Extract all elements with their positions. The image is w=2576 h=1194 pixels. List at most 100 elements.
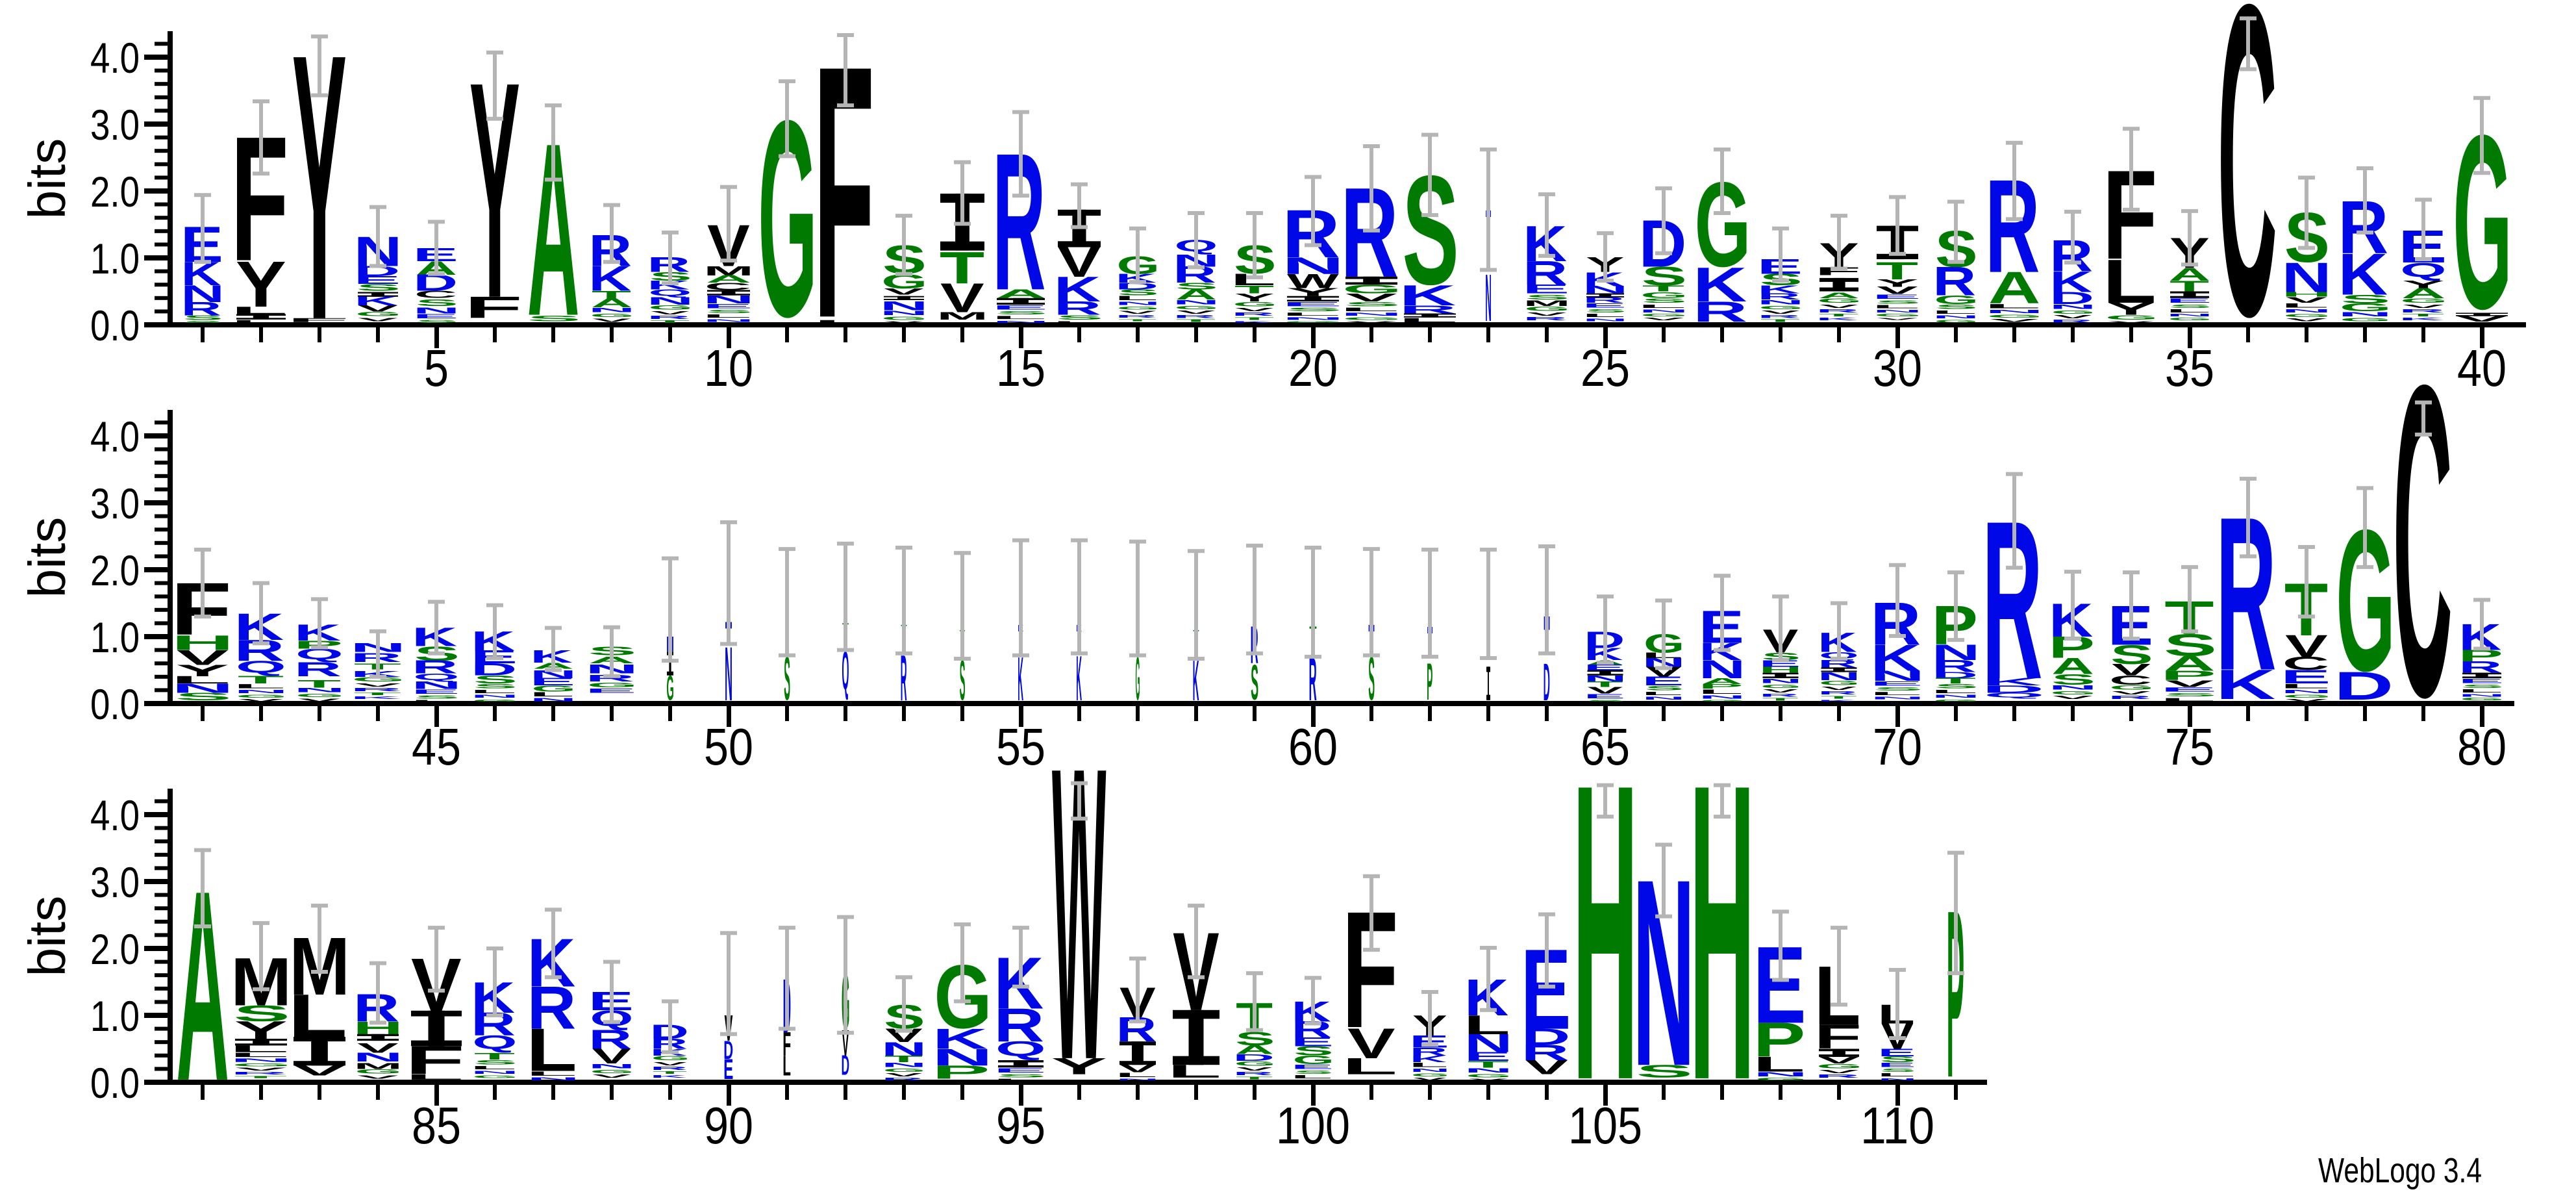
svg-text:S: S	[2110, 640, 2153, 670]
svg-text:WebLogo 3.4: WebLogo 3.4	[2318, 1151, 2482, 1190]
svg-text:E: E	[1872, 294, 1921, 300]
svg-text:K: K	[1410, 1054, 1447, 1064]
svg-text:T: T	[1821, 695, 1857, 700]
svg-text:P: P	[932, 1061, 990, 1083]
svg-text:S: S	[183, 314, 223, 322]
svg-text:S: S	[1642, 298, 1687, 304]
svg-text:N: N	[1584, 674, 1627, 683]
svg-text:A: A	[2169, 264, 2210, 285]
svg-text:V: V	[1819, 303, 1858, 309]
svg-text:N: N	[880, 299, 929, 312]
svg-text:N: N	[1932, 694, 1981, 699]
svg-text:Q: Q	[472, 1032, 517, 1053]
svg-text:V: V	[1877, 317, 1918, 320]
svg-text:N: N	[1753, 1071, 1808, 1078]
svg-text:R: R	[181, 298, 221, 320]
svg-text:R: R	[882, 1077, 923, 1081]
svg-text:E: E	[2458, 678, 2504, 684]
svg-text:K: K	[350, 669, 401, 679]
svg-text:S: S	[1642, 261, 1687, 290]
svg-text:G: G	[2460, 698, 2505, 702]
svg-text:D: D	[841, 1049, 849, 1081]
svg-text:E: E	[353, 273, 401, 286]
svg-text:N: N	[1932, 314, 1979, 320]
svg-text:V: V	[235, 1067, 287, 1072]
svg-text:G: G	[1411, 1073, 1449, 1077]
svg-text:G: G	[295, 692, 344, 698]
svg-text:A: A	[2051, 654, 2094, 680]
svg-text:R: R	[994, 998, 1045, 1052]
svg-text:G: G	[1117, 306, 1160, 311]
svg-text:N: N	[1582, 284, 1628, 296]
svg-text:85: 85	[412, 1097, 461, 1154]
svg-text:G: G	[531, 684, 576, 693]
svg-text:G: G	[472, 1074, 518, 1078]
svg-text:L: L	[171, 674, 231, 685]
svg-text:L: L	[1698, 688, 1743, 694]
svg-text:N: N	[1759, 678, 1802, 684]
svg-text:V: V	[885, 1073, 923, 1078]
svg-text:V: V	[1347, 1020, 1395, 1067]
svg-text:bits: bits	[18, 138, 76, 220]
svg-text:S: S	[527, 314, 581, 323]
svg-text:G: G	[1342, 282, 1402, 296]
svg-text:T: T	[1236, 1076, 1273, 1080]
svg-text:L: L	[1877, 1073, 1915, 1078]
svg-text:V: V	[1236, 1066, 1273, 1072]
svg-text:E: E	[530, 676, 575, 687]
svg-text:R: R	[1818, 658, 1857, 670]
svg-text:V: V	[1819, 1069, 1859, 1074]
svg-text:S: S	[473, 673, 518, 685]
svg-text:K: K	[2216, 661, 2275, 708]
svg-text:R: R	[1521, 1040, 1569, 1065]
svg-text:Y: Y	[1234, 291, 1275, 304]
svg-text:N: N	[471, 1070, 519, 1075]
svg-text:D: D	[1115, 281, 1158, 292]
svg-text:K: K	[1076, 642, 1082, 714]
svg-text:M: M	[703, 263, 753, 278]
svg-text:V: V	[358, 316, 398, 322]
svg-text:Q: Q	[995, 1037, 1046, 1061]
svg-text:G: G	[1934, 319, 1979, 323]
svg-text:E: E	[994, 1067, 1047, 1073]
svg-text:T: T	[1819, 313, 1858, 318]
svg-text:A: A	[995, 286, 1047, 301]
svg-text:N: N	[992, 320, 1050, 324]
svg-text:G: G	[1342, 316, 1402, 320]
svg-text:L: L	[814, 319, 873, 324]
svg-text:R: R	[1231, 312, 1275, 317]
svg-text:S: S	[1175, 281, 1218, 291]
svg-text:N: N	[1464, 1067, 1513, 1074]
svg-text:30: 30	[1873, 339, 1922, 397]
svg-text:R: R	[1233, 1071, 1273, 1076]
svg-text:W: W	[1052, 680, 1107, 1147]
svg-text:S: S	[1636, 1061, 1692, 1082]
svg-text:N: N	[1485, 260, 1492, 335]
svg-text:N: N	[2166, 313, 2213, 318]
svg-text:S: S	[1368, 645, 1375, 713]
svg-text:2.0: 2.0	[90, 546, 140, 594]
svg-text:4.0: 4.0	[90, 791, 140, 839]
svg-text:N: N	[2282, 254, 2332, 301]
svg-text:A: A	[591, 296, 632, 311]
svg-text:V: V	[1588, 685, 1623, 696]
svg-text:L: L	[529, 691, 574, 698]
svg-text:L: L	[1872, 305, 1920, 310]
svg-text:L: L	[2160, 697, 2216, 702]
svg-text:L: L	[1053, 320, 1103, 323]
svg-text:40: 40	[2457, 339, 2507, 397]
svg-text:S: S	[1525, 294, 1569, 301]
svg-text:2.0: 2.0	[90, 168, 140, 216]
svg-text:S: S	[1934, 683, 1979, 689]
svg-text:N: N	[1878, 1077, 1917, 1081]
svg-text:65: 65	[1581, 718, 1630, 776]
svg-text:K: K	[1758, 283, 1801, 296]
svg-text:G: G	[1174, 305, 1219, 310]
svg-text:E: E	[1642, 674, 1684, 689]
svg-text:L: L	[470, 689, 516, 694]
svg-text:E: E	[1584, 663, 1625, 672]
svg-text:R: R	[294, 657, 342, 680]
svg-text:1.0: 1.0	[90, 992, 140, 1040]
svg-text:G: G	[1817, 298, 1862, 304]
svg-text:V: V	[1119, 1063, 1156, 1075]
